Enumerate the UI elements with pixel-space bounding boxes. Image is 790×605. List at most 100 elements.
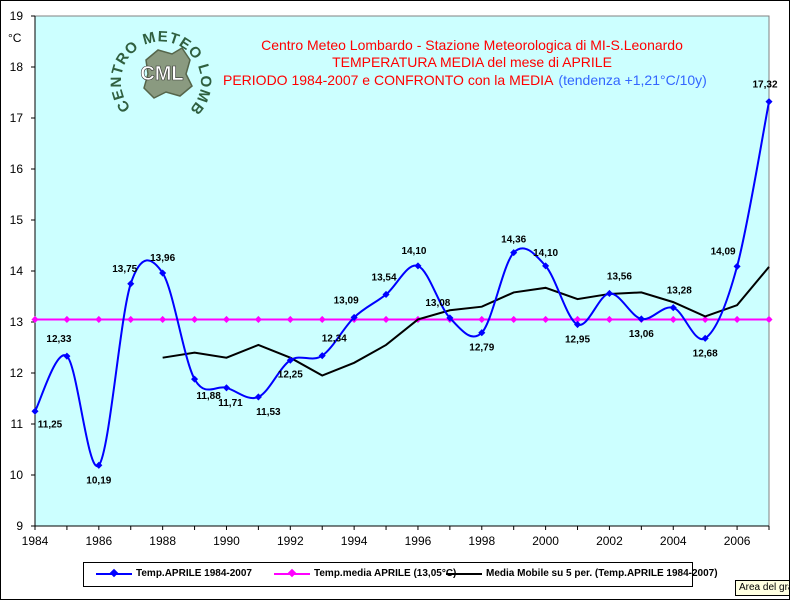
temperature-data-label: 12,33 [46,334,71,345]
y-axis-label: °C [8,31,22,45]
x-tick-label: 2004 [660,534,687,548]
temperature-series-point [605,289,613,297]
mean-series-point [542,315,550,323]
temperature-data-label: 10,19 [86,475,111,486]
mean-series-point [127,315,135,323]
mean-series-point [765,315,773,323]
title-period: PERIODO 1984-2007 e CONFRONTO con la MED… [223,72,554,88]
temperature-series-point [222,384,231,392]
temperature-data-label: 13,09 [334,295,359,306]
x-tick-label: 1992 [277,534,304,548]
x-tick-label: 1994 [341,534,368,548]
temperature-series-point [31,407,39,415]
temperature-data-label: 12,79 [469,343,494,354]
y-tick-label: 13 [10,315,24,329]
trend-note: (tendenza +1,21°C/10y) [558,72,706,88]
x-tick-label: 2006 [724,534,751,548]
mean-series-point [605,315,613,323]
temperature-data-label: 14,09 [711,246,736,257]
temperature-data-label: 17,32 [752,80,777,91]
temperature-data-label: 12,95 [565,335,590,346]
y-tick-label: 11 [11,417,24,431]
y-tick-label: 12 [10,366,24,380]
mean-series-point [63,315,71,323]
temperature-series-point [733,262,741,270]
temperature-data-label: 11,88 [196,391,221,402]
temperature-data-label: 12,34 [322,334,347,345]
y-tick-label: 18 [10,60,24,74]
temperature-data-label: 13,54 [372,272,397,283]
temperature-data-label: 12,68 [693,348,718,359]
temperature-series-point [95,461,103,469]
temperature-series-point [669,304,677,312]
temperature-data-label: 14,10 [533,248,558,259]
chart-area-tooltip: Area del grafico [735,580,790,596]
y-tick-label: 9 [16,519,23,533]
temperature-series-point [446,314,454,322]
mean-series-point [318,315,326,323]
chart-title: Centro Meteo Lombardo - Stazione Meteoro… [223,37,707,88]
mean-series-point [510,315,518,323]
legend[interactable]: Temp.APRILE 1984-2007 Temp.media APRILE … [83,562,718,587]
x-tick-label: 1996 [405,534,432,548]
x-tick-label: 1986 [85,534,112,548]
temperature-series-point [542,262,550,270]
x-tick-label: 1998 [468,534,495,548]
y-tick-label: 19 [10,9,24,23]
x-tick-label: 2002 [596,534,623,548]
temperature-data-label: 13,75 [112,264,137,275]
legend-label-mean: Temp.media APRILE (13,05°C) [314,568,457,579]
temperature-series-point [286,356,294,364]
series-layer [31,98,773,469]
mean-series-point [159,315,167,323]
mean-series-point [95,315,103,323]
mean-series-point [701,315,709,323]
temperature-series-point [159,269,167,277]
title-line-1: Centro Meteo Lombardo - Stazione Meteoro… [261,37,683,53]
mean-series-point [286,315,294,323]
temperature-data-label: 13,56 [607,271,632,282]
temperature-data-label: 13,06 [629,329,654,340]
temperature-series-point [63,352,71,360]
temperature-data-label: 13,08 [425,298,450,309]
x-tick-label: 1990 [213,534,240,548]
plot-area[interactable] [34,15,770,527]
temperature-data-label: 11,25 [38,419,63,430]
mean-series-point [31,315,39,323]
temperature-data-label: 12,25 [278,369,303,380]
x-tick-label: 2000 [532,534,559,548]
temperature-series-point [701,334,709,342]
mean-series-point [478,315,486,323]
legend-line-moving-avg [446,573,482,575]
legend-marker-temp [109,568,119,578]
temperature-data-label: 11,53 [256,407,281,418]
title-line-2: TEMPERATURA MEDIA del mese di APRILE [332,54,612,70]
legend-marker-mean [287,568,297,578]
temperature-data-label: 14,36 [501,235,526,246]
y-tick-label: 15 [10,213,24,227]
temperature-series-point [382,290,390,298]
legend-label-temp: Temp.APRILE 1984-2007 [136,568,252,579]
temperature-series-point [191,375,199,383]
x-tick-label: 1984 [22,534,49,548]
temperature-data-label: 14,10 [401,246,426,257]
y-tick-label: 14 [10,264,24,278]
mean-series-point [733,315,741,323]
temperature-series-point [127,280,135,288]
temperature-data-label: 13,96 [150,253,175,264]
temperature-series-point [350,313,358,321]
temperature-series-point [637,315,645,323]
mean-series-point [573,315,582,323]
mean-series-point [222,315,231,323]
y-tick-label: 17 [10,111,24,125]
temperature-series-point [765,98,773,106]
temperature-data-label: 11,71 [218,398,243,409]
y-tick-label: 16 [10,162,24,176]
temperature-series-point [318,352,326,360]
temperature-series-point [414,262,422,270]
x-tick-label: 1988 [149,534,176,548]
mean-series-point [669,315,677,323]
